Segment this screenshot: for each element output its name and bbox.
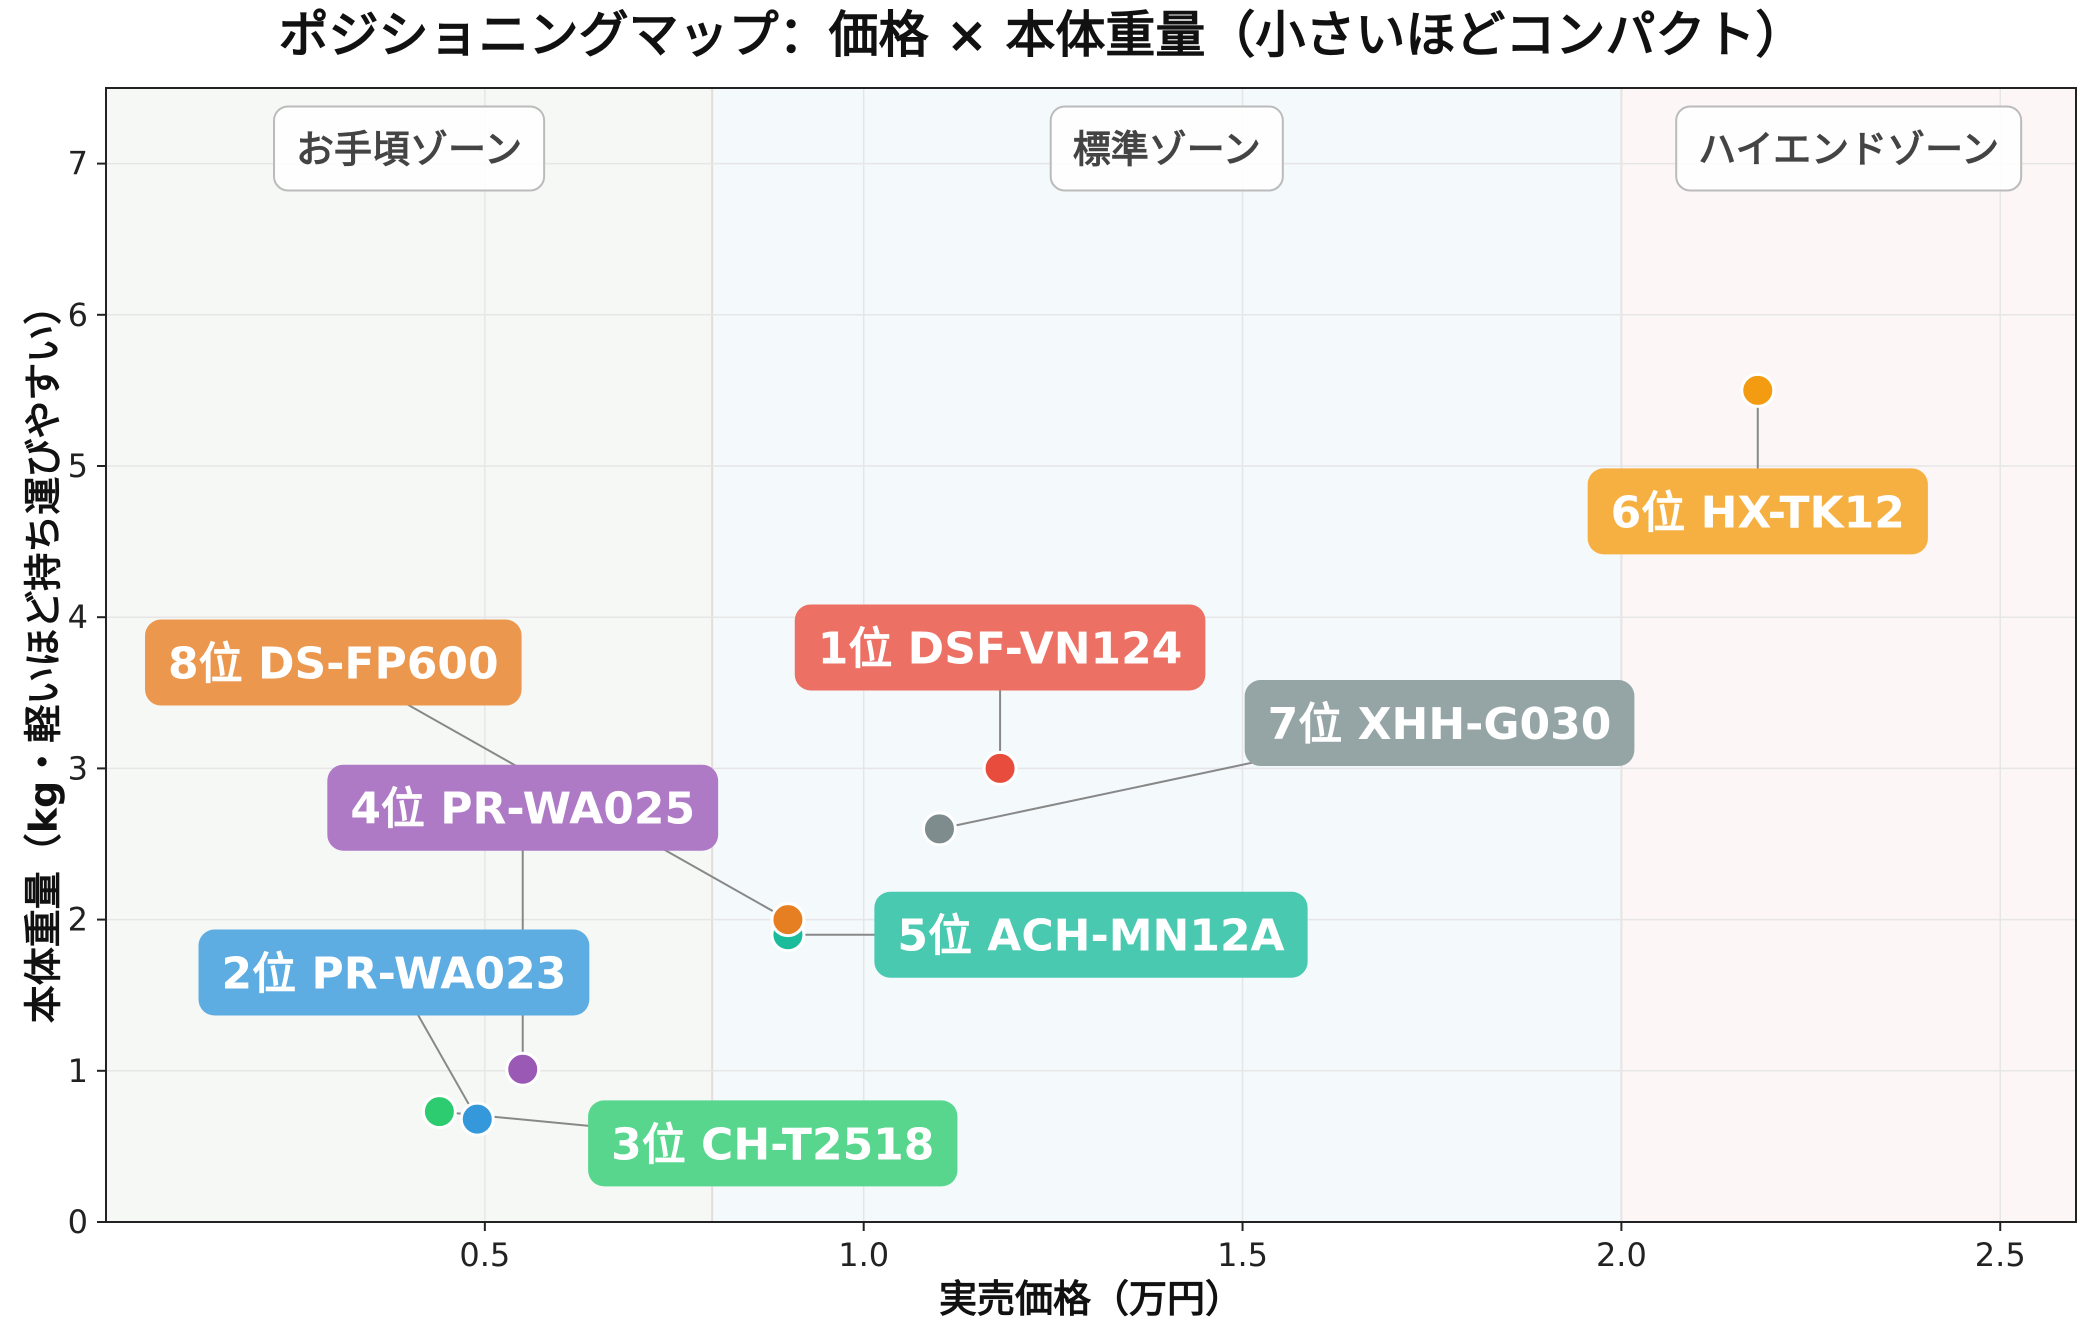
- plot-frame: [105, 87, 2077, 1223]
- point-label: 7位 XHH-G030: [1268, 699, 1612, 750]
- axis-ticks: 0.5 1.0 1.5 2.0 2.5 0 1 2 3 4 5 6 7: [68, 145, 2026, 1274]
- data-point: [505, 1051, 541, 1087]
- zone-label-box: [1675, 105, 2023, 192]
- y-tick-label: 5: [68, 447, 88, 485]
- zone-label: ハイエンドゾーン: [1698, 127, 1999, 171]
- x-tick-label: 0.5: [459, 1236, 510, 1274]
- chart-title: ポジショニングマップ：価格 × 本体重量（小さいほどコンパクト）: [279, 6, 1806, 64]
- y-tick-label: 6: [68, 296, 88, 334]
- data-point: [982, 750, 1018, 786]
- x-tick-label: 1.0: [838, 1236, 889, 1274]
- point-label-box: [198, 929, 590, 1016]
- zone-label: お手頃ゾーン: [296, 127, 522, 171]
- y-axis-title: 本体重量（kg・軽いほど持ち運びやすい）: [22, 287, 66, 1023]
- zone-label: 標準ゾーン: [1073, 127, 1261, 171]
- zone-label-box: [1049, 105, 1284, 192]
- x-axis-title: 実売価格（万円）: [939, 1277, 1243, 1321]
- data-point: [459, 1101, 495, 1137]
- y-tick-label: 7: [68, 145, 88, 183]
- zone-label-box: [273, 105, 546, 192]
- data-point: [421, 1094, 457, 1130]
- point-label-box: [327, 764, 719, 851]
- point-label: 8位 DS-FP600: [168, 639, 499, 690]
- y-tick-label: 4: [68, 598, 88, 636]
- point-label: 1位 DSF-VN124: [818, 623, 1183, 674]
- zone-labels: お手頃ゾーン 標準ゾーン ハイエンドゾーン: [273, 105, 2023, 192]
- data-point: [1740, 372, 1776, 408]
- point-label: 5位 ACH-MN12A: [897, 911, 1284, 962]
- point-label-box: [1587, 468, 1928, 555]
- point-label-box: [588, 1100, 958, 1187]
- data-point: [921, 811, 957, 847]
- zone-background: [1621, 88, 2076, 1222]
- point-label-box: [1244, 680, 1635, 767]
- point-label: 3位 CH-T2518: [611, 1119, 934, 1170]
- point-label-box: [874, 891, 1308, 978]
- y-tick-label: 1: [68, 1052, 88, 1090]
- data-points: [421, 372, 1776, 1137]
- point-label: 6位 HX-TK12: [1611, 487, 1905, 538]
- point-label-box: [145, 619, 522, 706]
- y-tick-label: 3: [68, 749, 88, 787]
- data-point: [770, 902, 806, 938]
- point-label: 4位 PR-WA025: [350, 784, 695, 835]
- y-tick-label: 0: [68, 1203, 88, 1241]
- y-tick-label: 2: [68, 901, 88, 939]
- point-label: 2位 PR-WA023: [222, 949, 567, 1000]
- point-label-box: [794, 604, 1206, 691]
- point-labels: 1位 DSF-VN124 2位 PR-WA023 3位 CH-T2518 4位 PR-…: [145, 468, 1928, 1187]
- x-tick-label: 2.0: [1596, 1236, 1647, 1274]
- x-tick-label: 2.5: [1975, 1236, 2026, 1274]
- x-tick-label: 1.5: [1217, 1236, 1268, 1274]
